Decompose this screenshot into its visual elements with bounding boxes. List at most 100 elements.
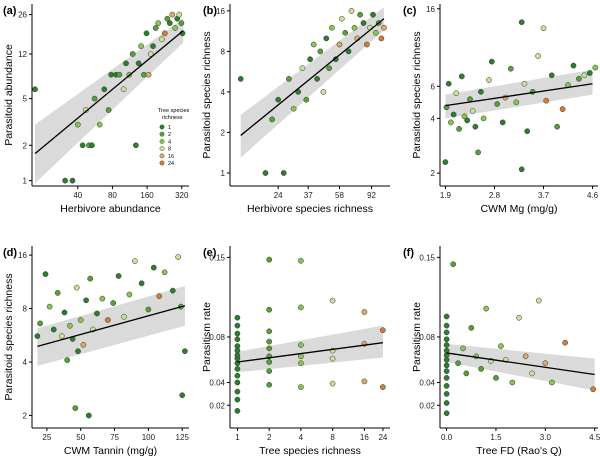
- data-point: [80, 341, 87, 348]
- data-point: [554, 123, 560, 130]
- data-point: [99, 295, 106, 302]
- x-axis-label: CWM Tannin (mg/g): [64, 445, 157, 456]
- x-tick-label: 3.0: [540, 433, 552, 442]
- data-point: [581, 72, 588, 79]
- y-tick-label: 8: [221, 47, 226, 56]
- y-tick-label: 8: [23, 305, 28, 314]
- data-point: [381, 24, 387, 31]
- data-point: [317, 48, 324, 55]
- data-point: [61, 309, 68, 316]
- legend-swatch: [159, 131, 165, 137]
- data-point: [338, 15, 345, 22]
- data-point: [50, 326, 57, 333]
- data-point: [461, 113, 468, 120]
- data-point: [266, 368, 273, 374]
- data-point: [326, 65, 333, 72]
- data-point: [298, 384, 304, 390]
- data-point: [469, 107, 476, 114]
- data-point: [83, 297, 89, 304]
- legend-title-line2: richness: [162, 115, 183, 121]
- data-point: [303, 96, 310, 103]
- y-tick-label: 2: [23, 141, 28, 150]
- data-point: [262, 170, 269, 176]
- data-point: [443, 329, 450, 336]
- y-axis-label: Parasitoid species richness: [3, 273, 15, 400]
- data-point: [463, 370, 470, 377]
- y-tick-label: 4: [431, 114, 436, 123]
- data-point: [549, 379, 555, 386]
- data-point: [266, 306, 273, 313]
- x-tick-label: 2: [267, 433, 272, 442]
- data-point: [75, 348, 81, 355]
- y-tick-label: 0.08: [419, 333, 435, 342]
- data-point: [464, 117, 471, 124]
- data-point: [450, 261, 457, 268]
- x-tick-label: 58: [335, 191, 344, 200]
- y-tick-label: 0.15: [419, 253, 435, 262]
- data-point: [443, 410, 450, 417]
- x-tick-label: 50: [76, 433, 85, 442]
- legend-title: Tree species: [158, 108, 190, 114]
- y-tick-label: 1: [221, 169, 226, 178]
- data-point: [478, 366, 484, 372]
- data-point: [586, 70, 593, 76]
- data-point: [143, 30, 150, 37]
- data-point: [443, 383, 450, 389]
- x-tick-label: 4.6: [587, 191, 599, 200]
- data-point: [559, 106, 566, 112]
- data-point: [234, 379, 241, 386]
- data-point: [280, 170, 287, 176]
- x-tick-label: 125: [176, 433, 190, 442]
- x-axis-label: Herbivore abundance: [60, 203, 161, 215]
- data-point: [176, 11, 183, 18]
- data-point: [266, 256, 273, 263]
- legend-swatch: [159, 153, 165, 159]
- data-point: [138, 280, 145, 287]
- panel-label: (f): [403, 247, 414, 259]
- data-point: [91, 95, 98, 102]
- data-point: [478, 88, 484, 95]
- data-point: [89, 142, 95, 149]
- y-tick-label: 0.08: [209, 333, 225, 342]
- x-tick-label: 0.0: [441, 433, 453, 442]
- y-axis-label: Parasitoid abundance: [3, 44, 15, 146]
- x-axis-label: CWM Mg (mg/g): [481, 203, 558, 215]
- data-point: [135, 60, 142, 67]
- data-point: [298, 257, 304, 264]
- legend-swatch: [159, 160, 165, 166]
- data-point: [472, 123, 479, 130]
- regression-line: [446, 352, 595, 376]
- data-point: [323, 35, 330, 42]
- data-point: [443, 375, 450, 381]
- data-point: [443, 362, 450, 369]
- legend-entry-label: 2: [168, 132, 171, 138]
- data-point: [373, 29, 379, 36]
- data-point: [329, 355, 336, 362]
- y-tick-label: 5: [23, 95, 28, 104]
- data-point: [364, 41, 370, 48]
- data-point: [159, 36, 165, 43]
- data-point: [290, 105, 297, 112]
- y-axis-label: Parasitism rate: [201, 302, 213, 372]
- panel-label: (e): [203, 247, 217, 259]
- data-point: [380, 384, 386, 390]
- data-point: [542, 360, 549, 367]
- data-point: [329, 24, 335, 31]
- x-tick-label: 92: [367, 191, 376, 200]
- data-point: [234, 330, 241, 337]
- data-point: [179, 392, 186, 399]
- data-point: [516, 314, 522, 321]
- data-point: [72, 405, 79, 411]
- data-point: [499, 119, 506, 126]
- confidence-band: [446, 343, 595, 391]
- legend-entry-label: 24: [168, 161, 174, 167]
- data-point: [87, 275, 94, 282]
- x-tick-label: 1.9: [440, 191, 452, 200]
- data-point: [535, 297, 542, 304]
- y-tick-label: 0.04: [209, 379, 225, 388]
- data-point: [42, 271, 49, 277]
- data-point: [443, 342, 450, 348]
- x-tick-label: 320: [175, 191, 189, 200]
